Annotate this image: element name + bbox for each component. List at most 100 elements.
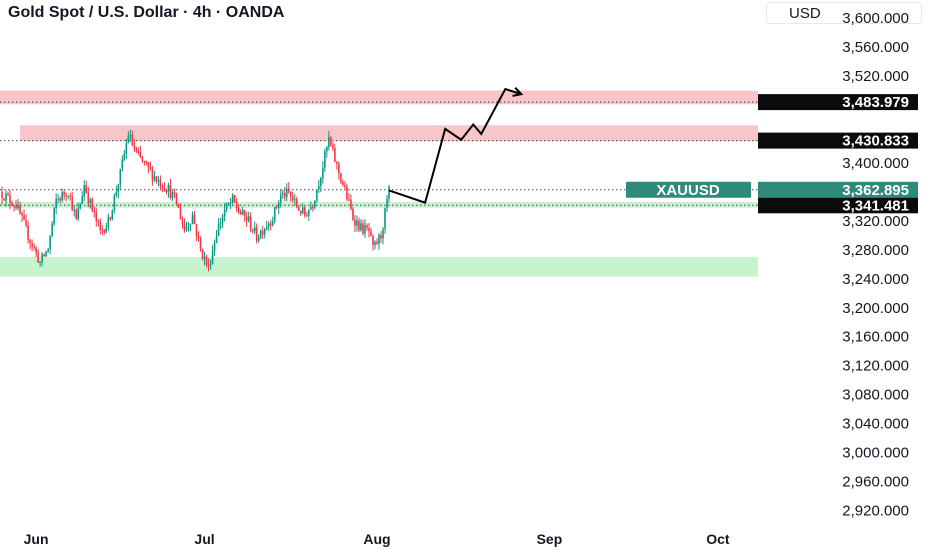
candle bbox=[61, 188, 63, 203]
candle bbox=[249, 212, 252, 233]
candle bbox=[159, 175, 162, 190]
candle bbox=[334, 143, 336, 163]
candle bbox=[161, 183, 164, 193]
candle bbox=[243, 209, 246, 222]
candle bbox=[384, 207, 386, 234]
candle bbox=[173, 188, 176, 199]
candle bbox=[362, 220, 364, 236]
candle bbox=[330, 136, 332, 147]
candle bbox=[245, 211, 248, 227]
candle bbox=[15, 200, 17, 210]
candles-layer bbox=[1, 129, 390, 272]
candle bbox=[281, 189, 284, 199]
candle bbox=[239, 209, 242, 215]
candle bbox=[19, 201, 21, 215]
candle bbox=[119, 168, 122, 190]
x-tick-label: Aug bbox=[363, 531, 390, 547]
candle bbox=[95, 207, 98, 227]
candle bbox=[267, 221, 270, 232]
candle bbox=[115, 186, 118, 198]
candle bbox=[191, 211, 194, 225]
candle bbox=[5, 189, 7, 207]
candle bbox=[287, 182, 290, 194]
candle bbox=[7, 191, 9, 197]
candle bbox=[225, 202, 228, 213]
candle bbox=[165, 188, 168, 195]
candle bbox=[386, 194, 388, 213]
x-tick-label: Oct bbox=[706, 531, 730, 547]
candle bbox=[127, 131, 130, 144]
candle bbox=[59, 196, 61, 204]
candle bbox=[17, 198, 19, 211]
x-tick-label: Jun bbox=[24, 531, 49, 547]
candle bbox=[181, 216, 184, 229]
candle bbox=[139, 146, 142, 159]
candle bbox=[109, 216, 112, 221]
candle bbox=[35, 245, 37, 258]
candle bbox=[1, 186, 3, 205]
candle bbox=[213, 239, 216, 256]
candle bbox=[338, 161, 340, 180]
x-tick-label: Jul bbox=[194, 531, 214, 547]
candle bbox=[91, 197, 94, 213]
candle bbox=[151, 165, 154, 186]
candle bbox=[316, 189, 318, 204]
candle bbox=[183, 218, 186, 233]
candle bbox=[352, 207, 354, 221]
candle bbox=[277, 199, 280, 215]
candle bbox=[304, 205, 306, 218]
svg-text:3,430.833: 3,430.833 bbox=[842, 133, 909, 150]
y-tick-label: 2,960.000 bbox=[842, 474, 909, 491]
candle bbox=[155, 176, 158, 184]
currency-selector[interactable]: USD bbox=[766, 2, 922, 24]
time-axis[interactable]: Jun Jul Aug Sep Oct bbox=[24, 531, 730, 547]
y-tick-label: 3,080.000 bbox=[842, 387, 909, 404]
candle bbox=[23, 209, 25, 221]
svg-text:3,483.979: 3,483.979 bbox=[842, 94, 909, 111]
y-tick-label: 3,560.000 bbox=[842, 39, 909, 56]
candle bbox=[89, 197, 92, 209]
candle bbox=[219, 217, 222, 230]
candle bbox=[153, 170, 156, 182]
candle bbox=[63, 190, 65, 200]
candle bbox=[297, 204, 300, 212]
candle bbox=[57, 194, 59, 204]
candle bbox=[257, 234, 260, 243]
y-tick-label: 3,400.000 bbox=[842, 155, 909, 172]
candle bbox=[105, 222, 108, 234]
candle bbox=[322, 161, 324, 184]
candle bbox=[29, 238, 31, 250]
candle bbox=[21, 211, 23, 222]
candle bbox=[233, 194, 236, 204]
candle bbox=[376, 238, 378, 245]
candle bbox=[231, 193, 234, 205]
candle bbox=[336, 160, 338, 170]
zone-support-lower bbox=[0, 257, 758, 277]
candle bbox=[163, 182, 166, 192]
price-axis[interactable]: 3,600.000 3,560.000 3,520.000 3,400.000 3,32… bbox=[842, 10, 909, 519]
candle bbox=[261, 225, 264, 239]
candle bbox=[388, 184, 390, 203]
candle bbox=[380, 231, 382, 243]
candle bbox=[157, 175, 160, 187]
y-tick-label: 3,320.000 bbox=[842, 213, 909, 230]
candle bbox=[279, 188, 282, 208]
y-tick-label: 3,200.000 bbox=[842, 300, 909, 317]
candle bbox=[39, 260, 41, 267]
candle bbox=[269, 219, 272, 231]
candle bbox=[187, 222, 190, 232]
candle bbox=[368, 222, 370, 238]
candle bbox=[147, 161, 150, 174]
zone-resistance-upper bbox=[0, 90, 758, 105]
candle bbox=[195, 223, 198, 241]
level-price-tag: 3,341.481 bbox=[758, 197, 918, 214]
candle bbox=[55, 193, 57, 215]
candle bbox=[229, 198, 232, 210]
candle bbox=[344, 180, 346, 191]
candle bbox=[131, 130, 134, 147]
candle bbox=[217, 218, 220, 237]
candle bbox=[135, 146, 138, 154]
projection-path[interactable] bbox=[388, 87, 522, 205]
y-tick-label: 3,160.000 bbox=[842, 329, 909, 346]
